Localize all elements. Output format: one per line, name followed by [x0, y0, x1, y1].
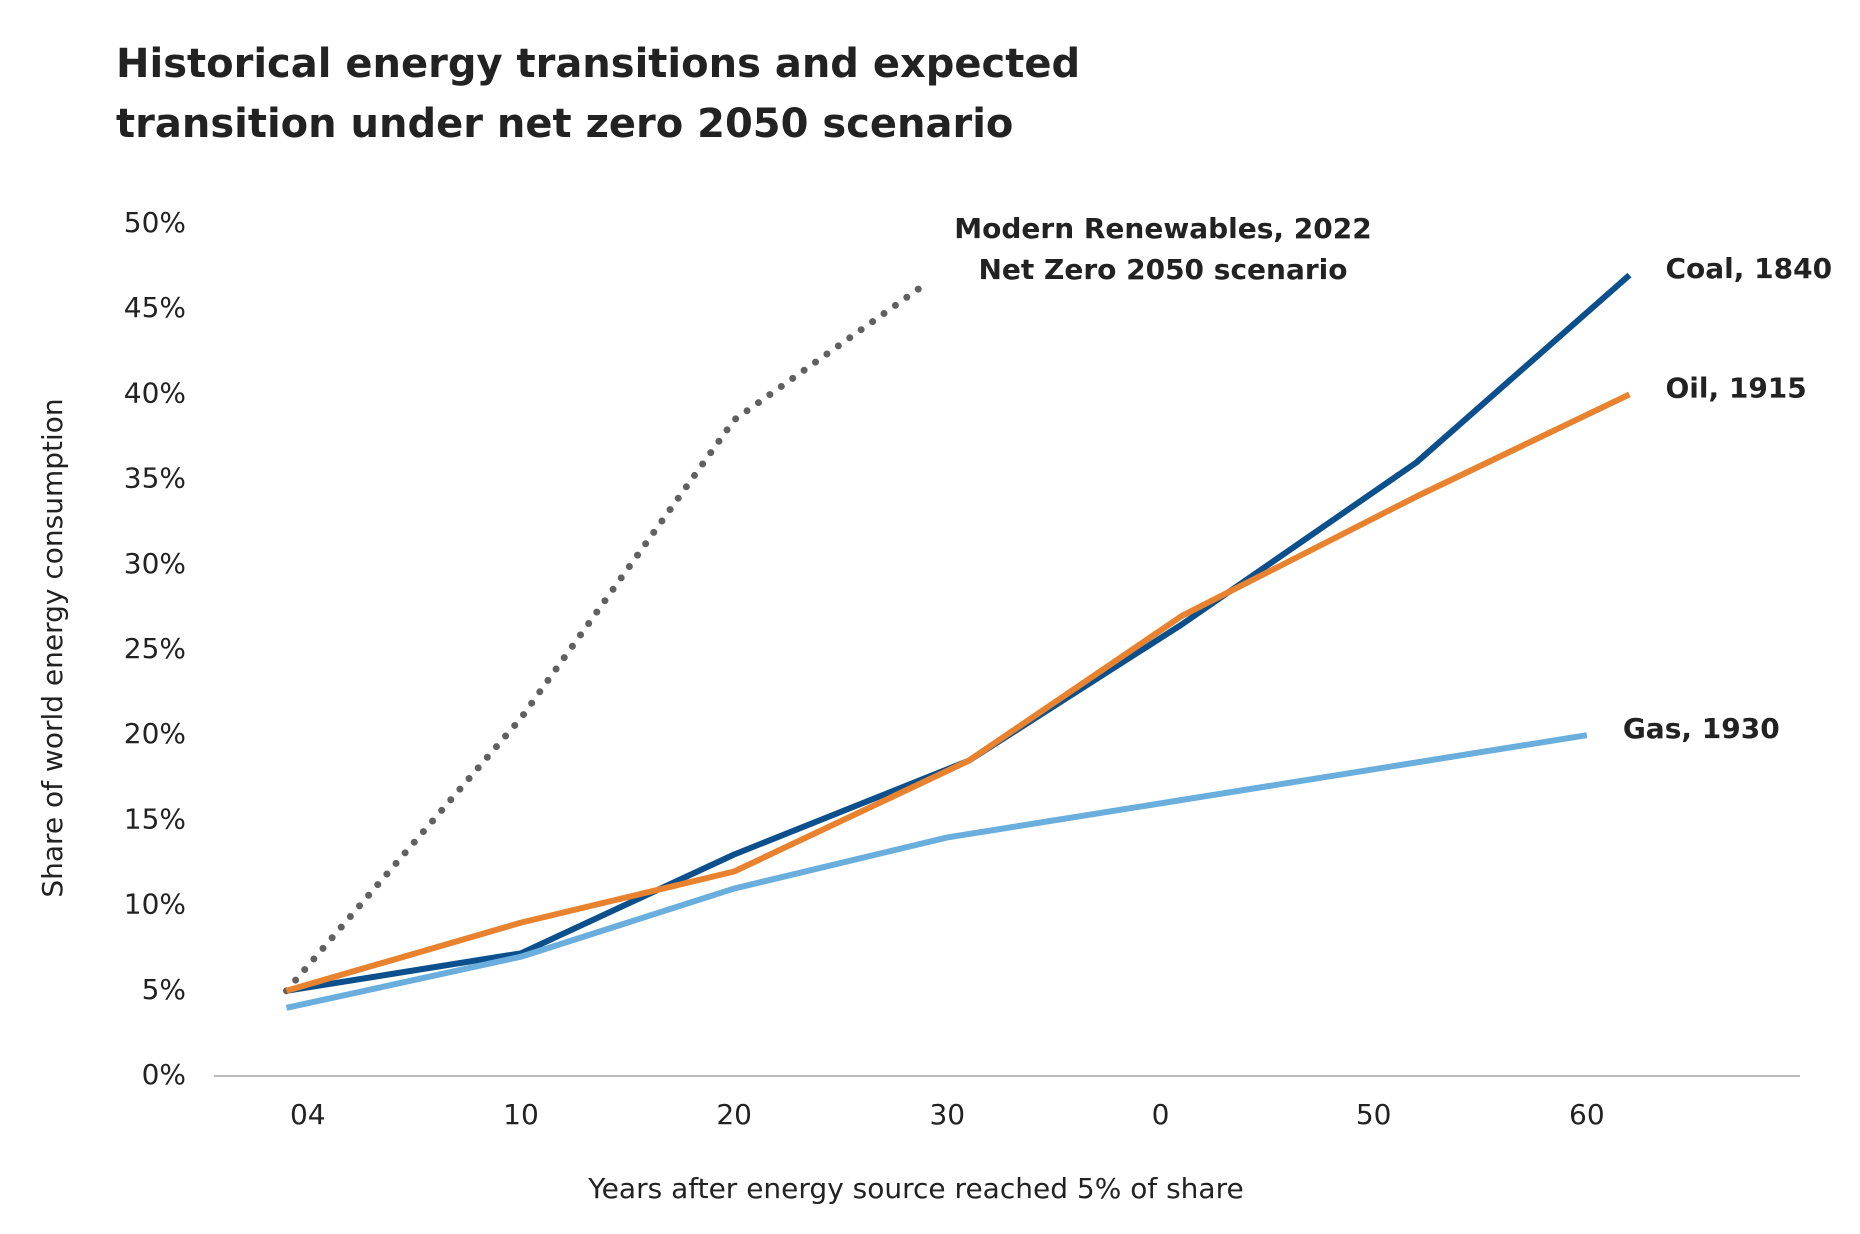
y-tick-label: 30% — [124, 547, 186, 580]
x-tick-label: 20 — [716, 1098, 752, 1131]
y-tick-label: 20% — [124, 717, 186, 750]
y-tick-label: 15% — [124, 802, 186, 835]
chart-title: Historical energy transitions and expect… — [116, 41, 1081, 147]
x-axis-label: Years after energy source reached 5% of … — [587, 1172, 1243, 1205]
annotation: Net Zero 2050 scenario — [978, 253, 1347, 286]
y-tick-label: 35% — [124, 462, 186, 495]
y-tick-label: 50% — [124, 206, 186, 239]
series-label: Modern Renewables, 2022 — [954, 212, 1371, 245]
x-tick-label: 04 — [290, 1098, 326, 1131]
series-line — [286, 272, 1632, 994]
series-label: Oil, 1915 — [1665, 371, 1806, 404]
series-label: Coal, 1840 — [1665, 252, 1832, 285]
x-tick-label: 50 — [1356, 1098, 1392, 1131]
y-tick-label: 5% — [142, 973, 186, 1006]
y-tick-label: 45% — [124, 291, 186, 324]
y-tick-label: 25% — [124, 632, 186, 665]
x-tick-label: 30 — [929, 1098, 965, 1131]
y-axis-label: Share of world energy consumption — [36, 398, 69, 897]
x-tick-label: 60 — [1569, 1098, 1605, 1131]
x-tick-label: 10 — [503, 1098, 539, 1131]
series-line — [285, 391, 1631, 994]
y-tick-label: 10% — [124, 888, 186, 921]
y-tick-label: 0% — [142, 1058, 186, 1091]
x-tick-label: 0 — [1152, 1098, 1170, 1131]
series-label: Gas, 1930 — [1623, 712, 1780, 745]
y-tick-label: 40% — [124, 376, 186, 409]
series-line — [285, 732, 1588, 1011]
series-line — [282, 280, 930, 995]
